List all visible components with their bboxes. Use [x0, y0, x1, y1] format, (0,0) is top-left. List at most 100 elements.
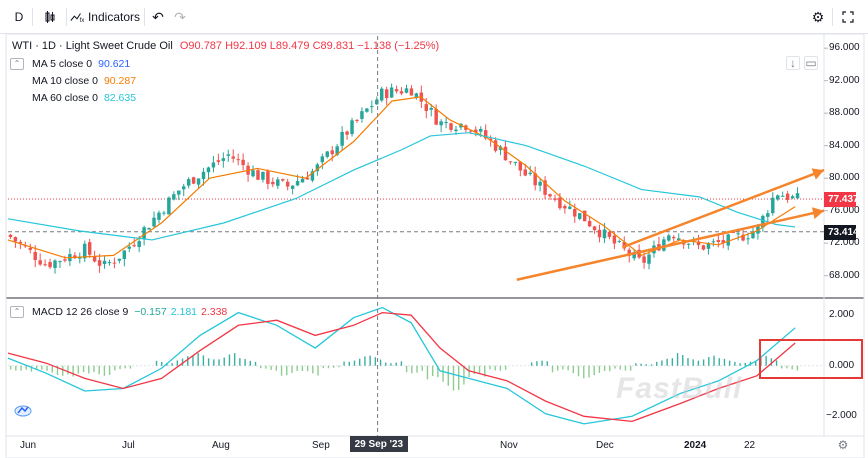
time-axis-label: Dec [596, 440, 614, 451]
price-axis-label: 92.000 [829, 74, 860, 86]
symbol-title[interactable]: WTI · 1D · Light Sweet Crude Oil [12, 40, 173, 52]
undo-icon[interactable]: ↶ [152, 8, 164, 25]
macd-line-value: 2.181 [170, 306, 197, 318]
candle-body [771, 197, 775, 214]
candle-body [667, 235, 671, 241]
candle-body [706, 243, 711, 249]
candle-body [87, 242, 92, 255]
ma60-legend[interactable]: MA 60 close 0 82.635 [10, 90, 136, 106]
redo-icon[interactable]: ↷ [174, 8, 186, 25]
candle-body [478, 128, 483, 132]
collapse-icon[interactable]: ⌃ [10, 58, 24, 70]
trend-channel-upper [621, 168, 825, 249]
candle-body [310, 171, 315, 181]
price-axis-label: 68.000 [829, 269, 860, 281]
candle-body [295, 181, 300, 186]
candle-body [736, 233, 740, 235]
candle-body [582, 210, 587, 222]
candle-body [142, 227, 146, 240]
candle-body [330, 150, 334, 155]
candle-body [231, 156, 235, 159]
candle-body [92, 256, 97, 262]
candle-body [746, 238, 750, 240]
macd-signal-value: 2.338 [201, 306, 228, 318]
candle-body [211, 162, 216, 168]
macd-legend[interactable]: ⌃ MACD 12 26 close 9 −0.157 2.181 2.338 [10, 304, 227, 320]
candle-body [28, 247, 33, 250]
ohlc-high: H92.109 [225, 40, 267, 52]
candle-body [157, 212, 161, 220]
macd-axis-label: 2.000 [829, 309, 855, 321]
candle-body [449, 123, 453, 130]
interval-button[interactable]: D [14, 10, 24, 24]
candle-body [266, 171, 270, 184]
candle-body [196, 178, 201, 185]
candle-body [280, 179, 285, 181]
indicators-button[interactable]: fx Indicators [70, 5, 140, 29]
candle-body [256, 170, 260, 180]
candle-body [503, 146, 508, 161]
candle-body [350, 120, 354, 135]
pane-maximize-icon[interactable]: ▭ [804, 56, 818, 70]
candle-body [721, 240, 726, 244]
candle-body [186, 179, 191, 186]
candle-body [172, 194, 176, 200]
collapse-icon[interactable]: ⌃ [10, 306, 24, 318]
candle-body [63, 259, 67, 261]
signal-line [7, 311, 796, 423]
candle-body [612, 235, 617, 244]
candle-body [360, 111, 364, 119]
time-axis-label: 2024 [684, 440, 707, 451]
gear-icon[interactable]: ⚙ [811, 8, 825, 25]
toolbar-divider [144, 8, 145, 26]
candle-body [528, 172, 532, 175]
ma5-value: 90.621 [98, 58, 131, 70]
candle-body [38, 260, 42, 265]
chart-border [5, 33, 865, 458]
candle-body [152, 217, 156, 227]
candle-body [543, 180, 547, 195]
current-price-tag: 77.437 [824, 192, 859, 207]
candle-body [365, 108, 369, 112]
ma5-name: MA 5 close 0 [32, 58, 93, 70]
candle-body [731, 232, 735, 234]
candle-body [300, 178, 305, 183]
candle-body [429, 108, 433, 110]
fullscreen-icon[interactable] [838, 5, 858, 29]
candle-body [147, 228, 151, 230]
ma5-legend[interactable]: ⌃ MA 5 close 0 90.621 [10, 56, 130, 72]
time-axis-label: Aug [212, 440, 230, 451]
candles-icon[interactable] [38, 5, 62, 29]
indicators-icon: fx [70, 13, 84, 24]
candle-body [424, 104, 429, 112]
candle-body [177, 190, 181, 195]
candle-body [686, 243, 691, 245]
candle-body [642, 256, 646, 263]
candle-body [285, 181, 290, 187]
candle-body [315, 164, 320, 172]
ma10-name: MA 10 close 0 [32, 75, 98, 87]
tradingview-logo-icon[interactable] [14, 402, 32, 418]
ohlc-low: L89.479 [269, 40, 310, 52]
macd-axis-label: −2.000 [826, 410, 857, 422]
candle-body [785, 193, 790, 200]
ma10-value: 90.287 [103, 75, 137, 87]
candle-body [444, 122, 448, 124]
candle-body [741, 234, 745, 241]
gear-icon[interactable]: ⚙ [837, 438, 849, 452]
candle-body [493, 140, 498, 151]
candle-body [513, 161, 518, 163]
candle-body [558, 197, 562, 209]
candle-body [112, 262, 117, 264]
candle-body [206, 167, 211, 173]
candle-body [191, 177, 196, 184]
candle-body [355, 119, 359, 121]
candle-body [379, 88, 384, 101]
pane-down-icon[interactable]: ↓ [786, 56, 800, 70]
candle-body [117, 258, 122, 261]
candle-body [43, 264, 47, 266]
time-axis-label: 22 [744, 440, 756, 451]
macd-axis-label: 0.000 [829, 359, 855, 371]
ma10-legend[interactable]: MA 10 close 0 90.287 [10, 73, 136, 89]
